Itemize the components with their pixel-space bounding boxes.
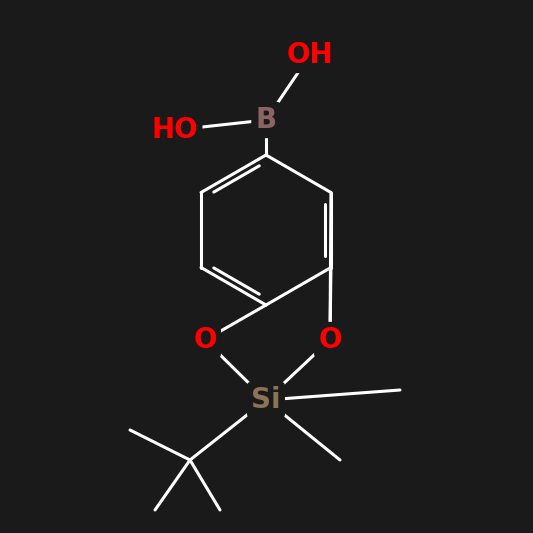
- Text: Si: Si: [251, 386, 281, 414]
- Text: OH: OH: [287, 41, 333, 69]
- Text: B: B: [255, 106, 277, 134]
- Text: O: O: [193, 326, 217, 354]
- Text: O: O: [318, 326, 342, 354]
- Text: HO: HO: [152, 116, 198, 144]
